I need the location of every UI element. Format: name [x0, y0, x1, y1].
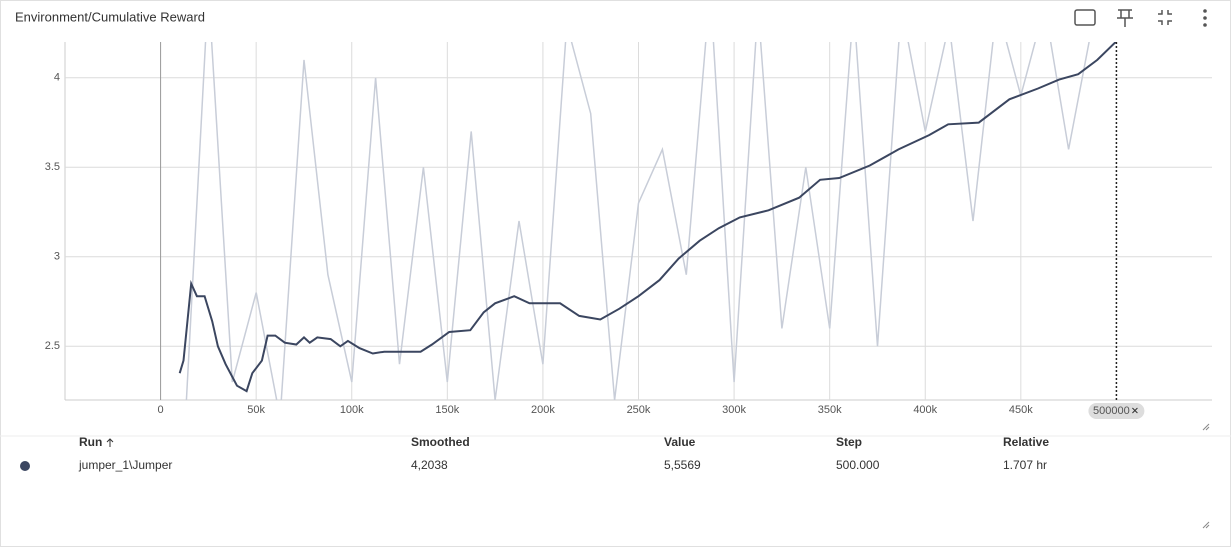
x-tick-label: 400k: [913, 404, 937, 416]
x-tick-label: 0: [158, 404, 164, 416]
raw-line: [185, 42, 1090, 400]
x-tick-label: 100k: [340, 404, 364, 416]
x-tick-label: 300k: [722, 404, 746, 416]
x-tick-label: 250k: [627, 404, 651, 416]
column-header: Step: [836, 435, 862, 449]
cell: 4,2038: [411, 458, 448, 472]
run-color: [20, 461, 30, 471]
column-header: Smoothed: [411, 435, 470, 449]
x-tick-label: 350k: [818, 404, 842, 416]
y-tick-label: 3.5: [45, 161, 60, 173]
x-tick-label: 450k: [1009, 404, 1033, 416]
cell: 500.000: [836, 458, 880, 472]
y-tick-label: 2.5: [45, 340, 60, 352]
resize-handle[interactable]: [1202, 521, 1210, 529]
card-title: Environment/Cumulative Reward: [15, 9, 205, 24]
cursor-chip: [1088, 403, 1145, 419]
fit-domain-button[interactable]: [1074, 9, 1096, 26]
y-tick-label: 4: [54, 72, 60, 84]
collapse-button[interactable]: [1158, 10, 1172, 25]
pin-button[interactable]: [1117, 9, 1133, 27]
cursor-label: 500000: [1093, 405, 1130, 417]
cell: 1.707 hr: [1003, 458, 1047, 472]
smoothed-line: [178, 42, 1118, 393]
cursor-close: [1132, 407, 1138, 414]
more-button[interactable]: [1203, 9, 1207, 27]
x-tick-label: 200k: [531, 404, 555, 416]
x-tick-label: 50k: [247, 404, 265, 416]
sort-arrow: [106, 438, 114, 447]
column-header: Relative: [1003, 435, 1049, 449]
column-header: Value: [664, 435, 696, 449]
toolbar[interactable]: [1074, 9, 1207, 27]
column-header: Run: [79, 435, 102, 449]
y-tick-label: 3: [54, 251, 60, 263]
cell: jumper_1\Jumper: [78, 458, 172, 472]
cell: 5,5569: [664, 458, 701, 472]
resize-handle[interactable]: [1202, 423, 1210, 431]
x-tick-label: 150k: [435, 404, 459, 416]
